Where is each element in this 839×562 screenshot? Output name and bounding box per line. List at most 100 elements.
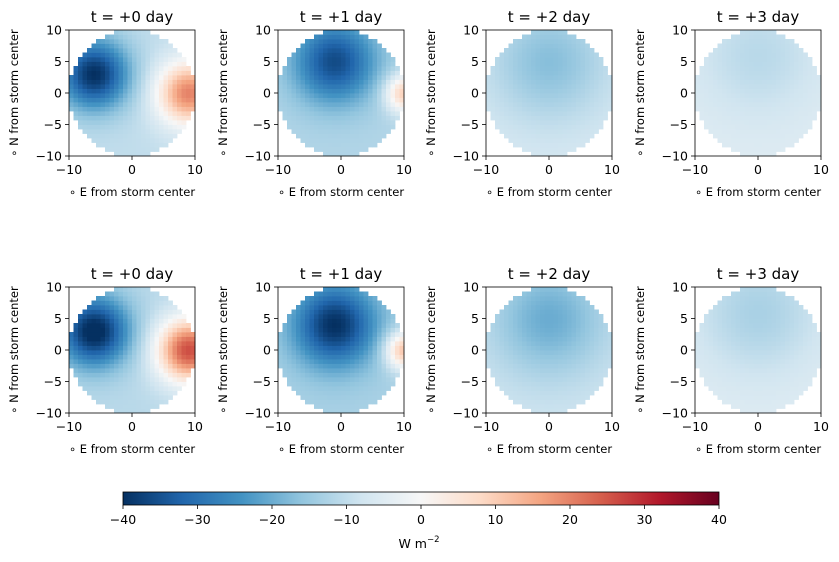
heatmap-cell bbox=[327, 151, 333, 157]
heatmap-cell bbox=[585, 327, 590, 333]
heatmap-cell bbox=[78, 124, 83, 130]
heatmap-cell bbox=[141, 372, 146, 378]
heatmap-cell bbox=[776, 350, 781, 355]
heatmap-cell bbox=[762, 390, 768, 396]
heatmap-cell bbox=[78, 75, 83, 80]
heatmap-cell bbox=[350, 147, 355, 152]
heatmap-cell bbox=[105, 305, 110, 310]
heatmap-cell bbox=[368, 368, 373, 373]
heatmap-cell bbox=[776, 52, 781, 58]
heatmap-cell bbox=[395, 327, 400, 333]
heatmap-cell bbox=[789, 309, 795, 315]
heatmap-cell bbox=[145, 133, 151, 139]
heatmap-cell bbox=[713, 97, 718, 103]
heatmap-cell bbox=[517, 102, 523, 107]
heatmap-cell bbox=[354, 327, 360, 333]
heatmap-cell bbox=[749, 120, 754, 125]
heatmap-cell bbox=[296, 336, 301, 342]
heatmap-cell bbox=[607, 332, 613, 337]
heatmap-cell bbox=[753, 75, 759, 80]
heatmap-cell bbox=[531, 323, 536, 328]
heatmap-cell bbox=[300, 318, 306, 324]
heatmap-cell bbox=[100, 336, 106, 342]
heatmap-cell bbox=[780, 291, 786, 297]
heatmap-cell bbox=[296, 381, 301, 387]
heatmap-cell bbox=[363, 57, 369, 62]
y-axis-label: ∘ N from storm center bbox=[633, 29, 647, 157]
heatmap-cell bbox=[513, 368, 518, 373]
heatmap-cell bbox=[722, 390, 727, 396]
heatmap-cell bbox=[318, 327, 324, 333]
heatmap-cell bbox=[309, 133, 315, 139]
heatmap-cell bbox=[150, 138, 155, 143]
heatmap-cell bbox=[363, 390, 369, 396]
heatmap-cell bbox=[150, 354, 155, 360]
heatmap-cell bbox=[744, 386, 750, 391]
heatmap-cell bbox=[399, 345, 405, 351]
heatmap-cell bbox=[544, 363, 550, 369]
heatmap-cell bbox=[522, 341, 527, 346]
heatmap-cell bbox=[486, 93, 491, 98]
heatmap-cell bbox=[395, 323, 400, 328]
heatmap-cell bbox=[717, 368, 723, 373]
heatmap-cell bbox=[78, 97, 83, 103]
heatmap-cell bbox=[794, 93, 799, 98]
heatmap-cell bbox=[776, 115, 781, 121]
heatmap-cell bbox=[789, 129, 795, 134]
heatmap-cell bbox=[544, 359, 550, 364]
heatmap-cell bbox=[300, 377, 306, 382]
heatmap-cell bbox=[163, 350, 169, 355]
heatmap-cell bbox=[544, 408, 550, 414]
heatmap-cell bbox=[540, 106, 545, 112]
heatmap-cell bbox=[82, 363, 88, 369]
heatmap-cell bbox=[109, 147, 115, 152]
heatmap-cell bbox=[767, 386, 772, 391]
heatmap-cell bbox=[726, 106, 732, 112]
heatmap-cell bbox=[399, 354, 405, 360]
heatmap-cell bbox=[704, 97, 709, 103]
heatmap-cell bbox=[318, 138, 324, 143]
heatmap-cell bbox=[282, 111, 288, 116]
heatmap-cell bbox=[354, 115, 360, 121]
heatmap-cell bbox=[309, 390, 315, 396]
heatmap-cell bbox=[585, 111, 590, 116]
heatmap-cell bbox=[377, 97, 382, 103]
heatmap-cell bbox=[508, 359, 514, 364]
heatmap-cell bbox=[82, 57, 88, 62]
heatmap-cell bbox=[105, 102, 110, 107]
heatmap-cell bbox=[314, 368, 319, 373]
heatmap-cell bbox=[305, 75, 310, 80]
heatmap-cell bbox=[350, 399, 355, 405]
heatmap-cell bbox=[789, 61, 795, 67]
heatmap-cell bbox=[816, 106, 822, 112]
heatmap-cell bbox=[571, 390, 577, 396]
heatmap-cell bbox=[571, 79, 577, 85]
heatmap-cell bbox=[726, 133, 732, 139]
heatmap-cell bbox=[354, 399, 360, 405]
heatmap-cell bbox=[558, 309, 563, 315]
heatmap-cell bbox=[713, 106, 718, 112]
heatmap-cell bbox=[549, 377, 554, 382]
heatmap-cell bbox=[513, 124, 518, 130]
heatmap-cell bbox=[132, 305, 137, 310]
heatmap-cell bbox=[749, 314, 754, 319]
heatmap-cell bbox=[589, 120, 595, 125]
heatmap-cell bbox=[576, 323, 581, 328]
heatmap-cell bbox=[91, 70, 97, 76]
heatmap-cell bbox=[785, 399, 790, 405]
heatmap-cell bbox=[753, 372, 759, 378]
heatmap-cell bbox=[390, 332, 396, 337]
heatmap-cell bbox=[332, 57, 337, 62]
heatmap-cell bbox=[114, 399, 119, 405]
heatmap-cell bbox=[562, 372, 568, 378]
heatmap-cell bbox=[562, 79, 568, 85]
heatmap-cell bbox=[553, 381, 559, 387]
heatmap-cell bbox=[296, 345, 301, 351]
heatmap-cell bbox=[100, 305, 106, 310]
heatmap-cell bbox=[540, 323, 545, 328]
heatmap-cell bbox=[771, 327, 777, 333]
heatmap-cell bbox=[526, 300, 532, 306]
heatmap-cell bbox=[150, 66, 155, 71]
heatmap-cell bbox=[82, 129, 88, 134]
heatmap-cell bbox=[767, 48, 772, 53]
